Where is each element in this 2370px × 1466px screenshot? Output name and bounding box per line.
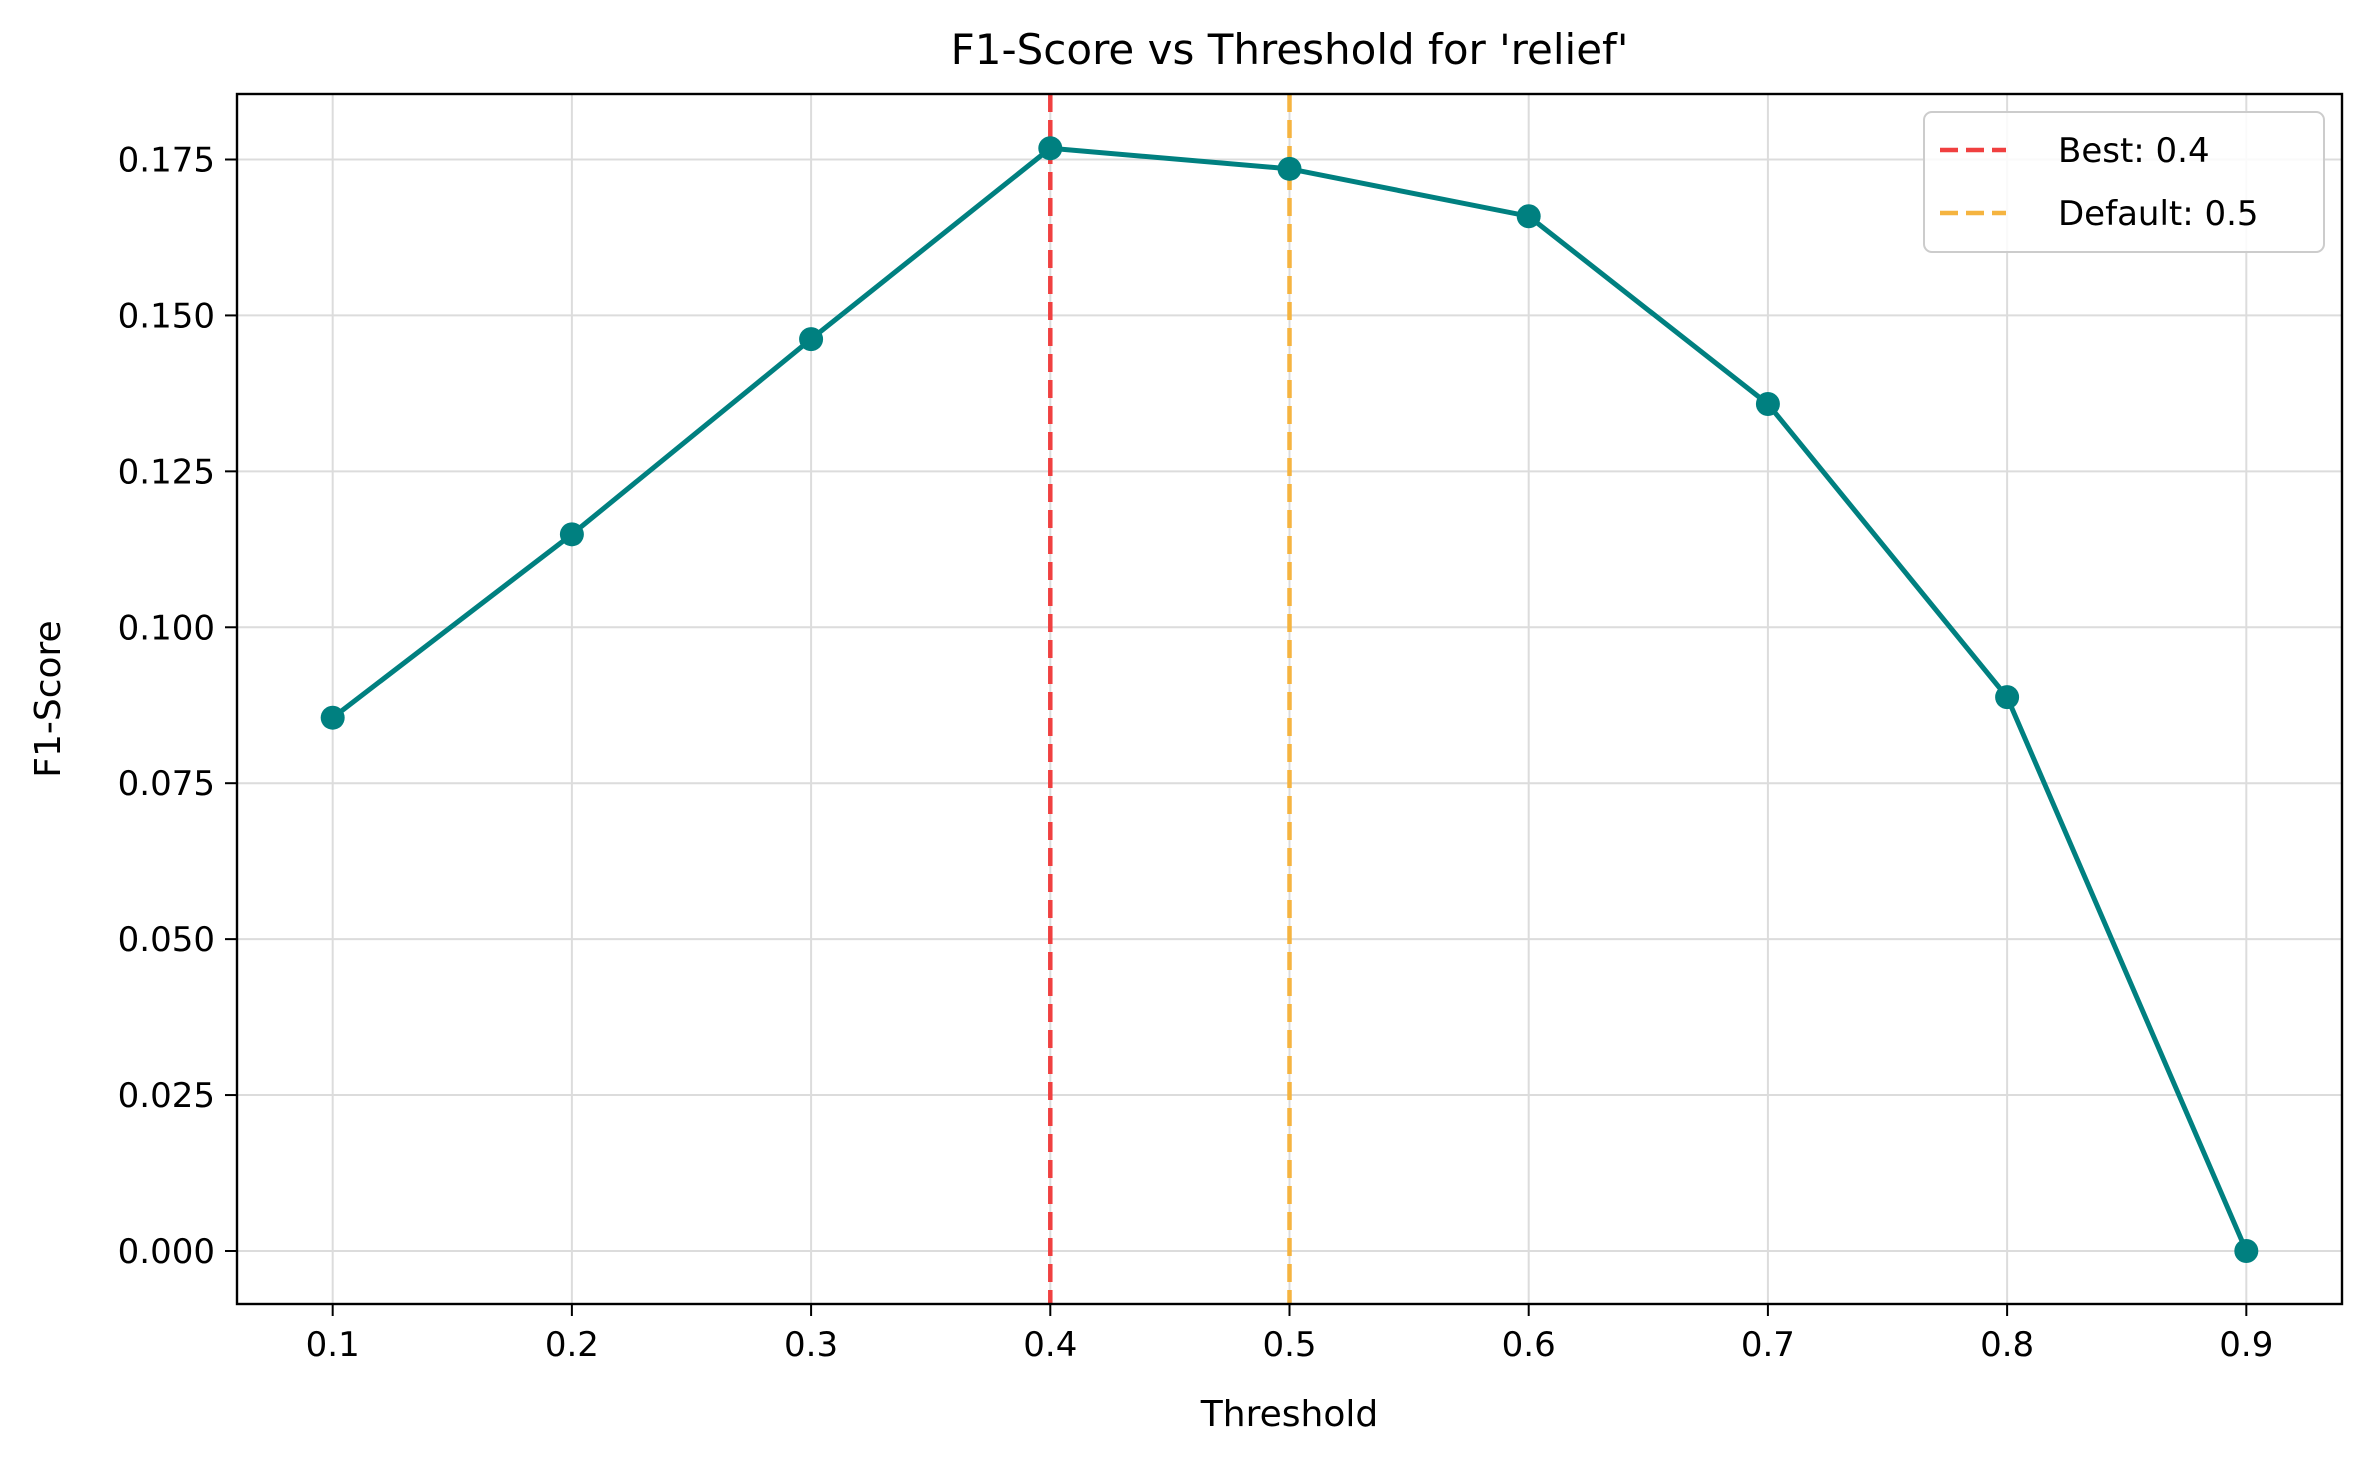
x-tick-label: 0.5 [1262, 1325, 1316, 1365]
legend-box [1923, 111, 2325, 253]
x-tick-label: 0.7 [1741, 1325, 1795, 1365]
y-tick-label: 0.125 [118, 452, 215, 492]
legend-label: Default: 0.5 [2058, 194, 2259, 234]
y-axis: 0.000 0.025 0.050 0.075 0.100 0.125 0.150 0.175 [118, 140, 237, 1272]
x-tick-label: 0.8 [1980, 1325, 2034, 1365]
data-point [799, 327, 824, 352]
y-tick-label: 0.075 [118, 764, 215, 804]
y-tick-label: 0.000 [118, 1232, 215, 1272]
x-tick-label: 0.6 [1502, 1325, 1556, 1365]
data-point [320, 705, 345, 730]
y-tick-label: 0.100 [118, 608, 215, 648]
series-layer [320, 136, 2259, 1263]
data-point [1995, 685, 2020, 710]
data-point [1038, 136, 1063, 161]
y-axis-label: F1-Score [28, 620, 69, 777]
x-tick-label: 0.9 [2219, 1325, 2273, 1365]
legend: Best: 0.4 Default: 0.5 [1923, 111, 2325, 253]
y-tick-label: 0.150 [118, 296, 215, 336]
data-point [1516, 204, 1541, 229]
y-tick-label: 0.050 [118, 920, 215, 960]
y-tick-label: 0.175 [118, 140, 215, 180]
x-tick-label: 0.2 [545, 1325, 599, 1365]
data-point [1277, 156, 1302, 181]
x-tick-label: 0.4 [1023, 1325, 1077, 1365]
legend-label: Best: 0.4 [2058, 131, 2210, 171]
data-point [559, 522, 584, 547]
x-tick-label: 0.3 [784, 1325, 838, 1365]
reference-lines [1048, 94, 1292, 1304]
x-axis: 0.1 0.2 0.3 0.4 0.5 0.6 0.7 0.8 0.9 [306, 1304, 2273, 1365]
data-point [1755, 391, 1780, 416]
x-tick-label: 0.1 [306, 1325, 360, 1365]
chart-title: F1-Score vs Threshold for 'relief' [951, 25, 1629, 74]
x-axis-label: Threshold [1200, 1394, 1378, 1435]
data-point [2234, 1238, 2259, 1263]
y-tick-label: 0.025 [118, 1076, 215, 1116]
